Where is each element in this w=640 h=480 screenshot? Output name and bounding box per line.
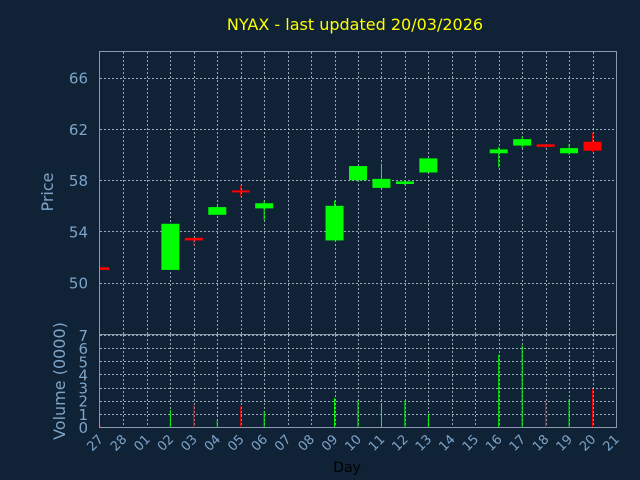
candle-body — [100, 267, 109, 270]
volume-tick-label: 0 — [78, 419, 88, 437]
volume-bars — [99, 345, 594, 427]
candle-body — [536, 144, 555, 147]
candle-body — [349, 166, 367, 181]
candle-04 — [208, 205, 227, 215]
candle-12 — [395, 180, 414, 186]
x-tick-label: 02 — [155, 432, 177, 454]
chart-title: NYAX - last updated 20/03/2026 — [227, 15, 483, 34]
candle-27 — [99, 267, 109, 270]
x-tick-label: 14 — [436, 432, 458, 454]
price-tick-label: 66 — [69, 70, 88, 88]
x-tick-label: 19 — [554, 432, 576, 454]
volume-tick-label: 1 — [78, 406, 88, 424]
volume-tick-label: 6 — [78, 340, 88, 358]
price-tick-labels: 50 54 58 62 66 — [69, 70, 88, 293]
x-tick-label: 09 — [319, 432, 341, 454]
volume-tick-label: 7 — [78, 327, 88, 345]
candle-18 — [536, 144, 555, 149]
x-tick-label: 10 — [343, 432, 365, 454]
x-tick-label: 01 — [131, 432, 153, 454]
x-tick-label: 07 — [272, 432, 294, 454]
candle-body — [489, 149, 508, 154]
price-tick-label: 62 — [69, 121, 88, 139]
candle-body — [513, 139, 532, 146]
price-candles — [99, 132, 602, 270]
x-tick-label: 05 — [225, 432, 247, 454]
candle-19 — [560, 144, 579, 155]
candle-13 — [419, 158, 438, 173]
volume-panel-frame — [99, 334, 617, 428]
x-tick-label: 17 — [507, 432, 529, 454]
volume-tick-label: 2 — [78, 393, 88, 411]
price-tick-label: 50 — [69, 275, 88, 293]
price-tick-label: 58 — [69, 172, 88, 190]
price-grid — [100, 52, 616, 334]
candle-body — [419, 158, 438, 173]
x-tick-label: 12 — [389, 432, 411, 454]
candle-body — [395, 181, 414, 185]
candle-body — [231, 190, 250, 193]
volume-tick-label: 3 — [78, 380, 88, 398]
x-tick-labels: 27 28 01 02 03 04 05 06 07 08 09 10 11 12 13 14 15 16 17 18… — [85, 432, 623, 454]
volume-axis-label: Volume (0000) — [50, 322, 69, 440]
candle-body — [372, 178, 391, 188]
candle-body — [208, 207, 227, 215]
candle-body — [560, 148, 579, 154]
x-tick-label: 18 — [530, 432, 552, 454]
x-tick-label: 21 — [601, 432, 623, 454]
x-tick-label: 03 — [178, 432, 200, 454]
volume-tick-label: 4 — [78, 366, 88, 384]
price-tick-label: 54 — [69, 223, 88, 241]
volume-tick-label: 5 — [78, 353, 88, 371]
candle-body — [325, 205, 344, 241]
x-tick-label: 16 — [483, 432, 505, 454]
candle-body — [583, 141, 602, 151]
x-tick-label: 20 — [577, 432, 599, 454]
candle-body — [161, 223, 180, 270]
candle-20 — [583, 132, 602, 152]
candle-02 — [161, 223, 180, 270]
candle-06 — [255, 200, 274, 220]
x-tick-label: 13 — [413, 432, 435, 454]
candle-17 — [513, 136, 532, 149]
x-axis-label: Day — [333, 460, 361, 476]
x-tick-label: 08 — [296, 432, 318, 454]
x-tick-label: 15 — [460, 432, 482, 454]
x-tick-label: 28 — [108, 432, 130, 454]
price-axis-label: Price — [38, 172, 57, 211]
candle-03 — [184, 237, 203, 246]
x-tick-label: 11 — [366, 432, 388, 454]
candle-body — [255, 203, 274, 209]
x-tick-label: 06 — [249, 432, 271, 454]
candle-10 — [349, 166, 367, 182]
candle-09 — [325, 200, 344, 241]
x-tick-label: 04 — [202, 432, 224, 454]
candle-16 — [489, 146, 508, 168]
candle-05 — [231, 185, 250, 197]
candle-11 — [372, 163, 391, 188]
candle-body — [184, 237, 203, 241]
